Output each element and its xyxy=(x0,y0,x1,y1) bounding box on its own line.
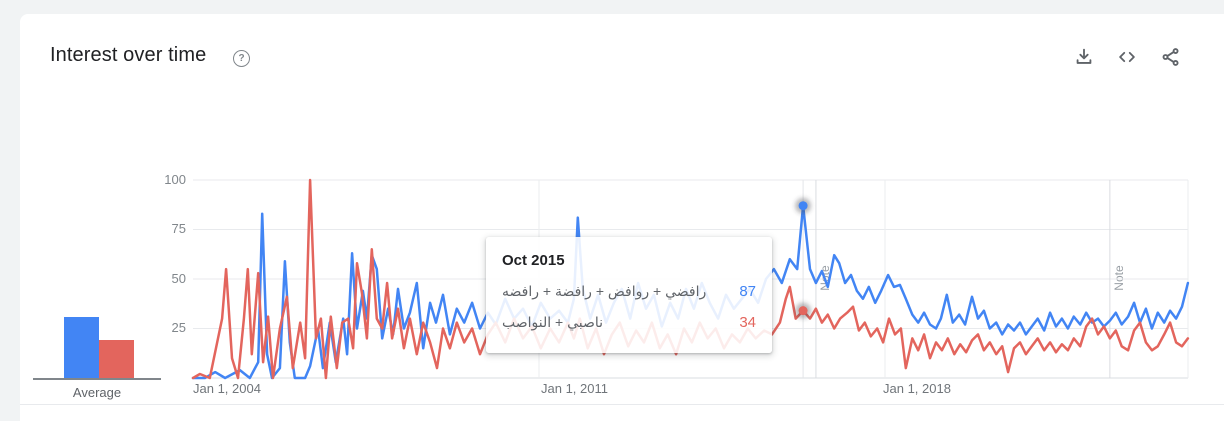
average-bar-blue xyxy=(64,317,99,378)
y-tick-50: 50 xyxy=(171,271,186,286)
average-bar-red xyxy=(99,340,134,378)
chart-tooltip: Oct 2015 رافضي + روافض + رافضة + رافضه 8… xyxy=(486,237,772,353)
tooltip-term-blue: رافضي + روافض + رافضة + رافضه xyxy=(502,283,707,299)
share-button[interactable] xyxy=(1157,45,1185,73)
page-title: Interest over time xyxy=(50,44,207,66)
tooltip-term-red: ناصبي + النواصب xyxy=(502,314,604,330)
x-tick-2018: Jan 1, 2018 xyxy=(883,381,951,396)
tooltip-value-red: 34 xyxy=(739,314,756,331)
card-bottom-divider xyxy=(20,404,1224,405)
average-label: Average xyxy=(72,385,122,400)
share-icon xyxy=(1160,46,1182,73)
tooltip-row: رافضي + روافض + رافضة + رافضه 87 xyxy=(502,283,756,300)
blue-hover-dot xyxy=(798,201,808,211)
red-hover-dot xyxy=(798,306,808,316)
tooltip-row: ناصبي + النواصب 34 xyxy=(502,314,756,331)
y-tick-75: 75 xyxy=(171,221,186,236)
code-icon xyxy=(1116,46,1138,73)
download-icon xyxy=(1073,46,1095,73)
download-button[interactable] xyxy=(1070,45,1098,73)
interest-over-time-card xyxy=(20,14,1224,421)
x-tick-2011: Jan 1, 2011 xyxy=(541,381,608,396)
average-axis-line xyxy=(33,378,161,380)
embed-button[interactable] xyxy=(1113,45,1141,73)
y-tick-100: 100 xyxy=(164,172,186,187)
tooltip-date: Oct 2015 xyxy=(502,252,565,269)
tooltip-value-blue: 87 xyxy=(739,283,756,300)
y-tick-25: 25 xyxy=(171,320,186,335)
question-mark-glyph: ? xyxy=(238,53,245,64)
x-tick-2004: Jan 1, 2004 xyxy=(193,381,261,396)
help-icon[interactable]: ? xyxy=(233,50,250,67)
